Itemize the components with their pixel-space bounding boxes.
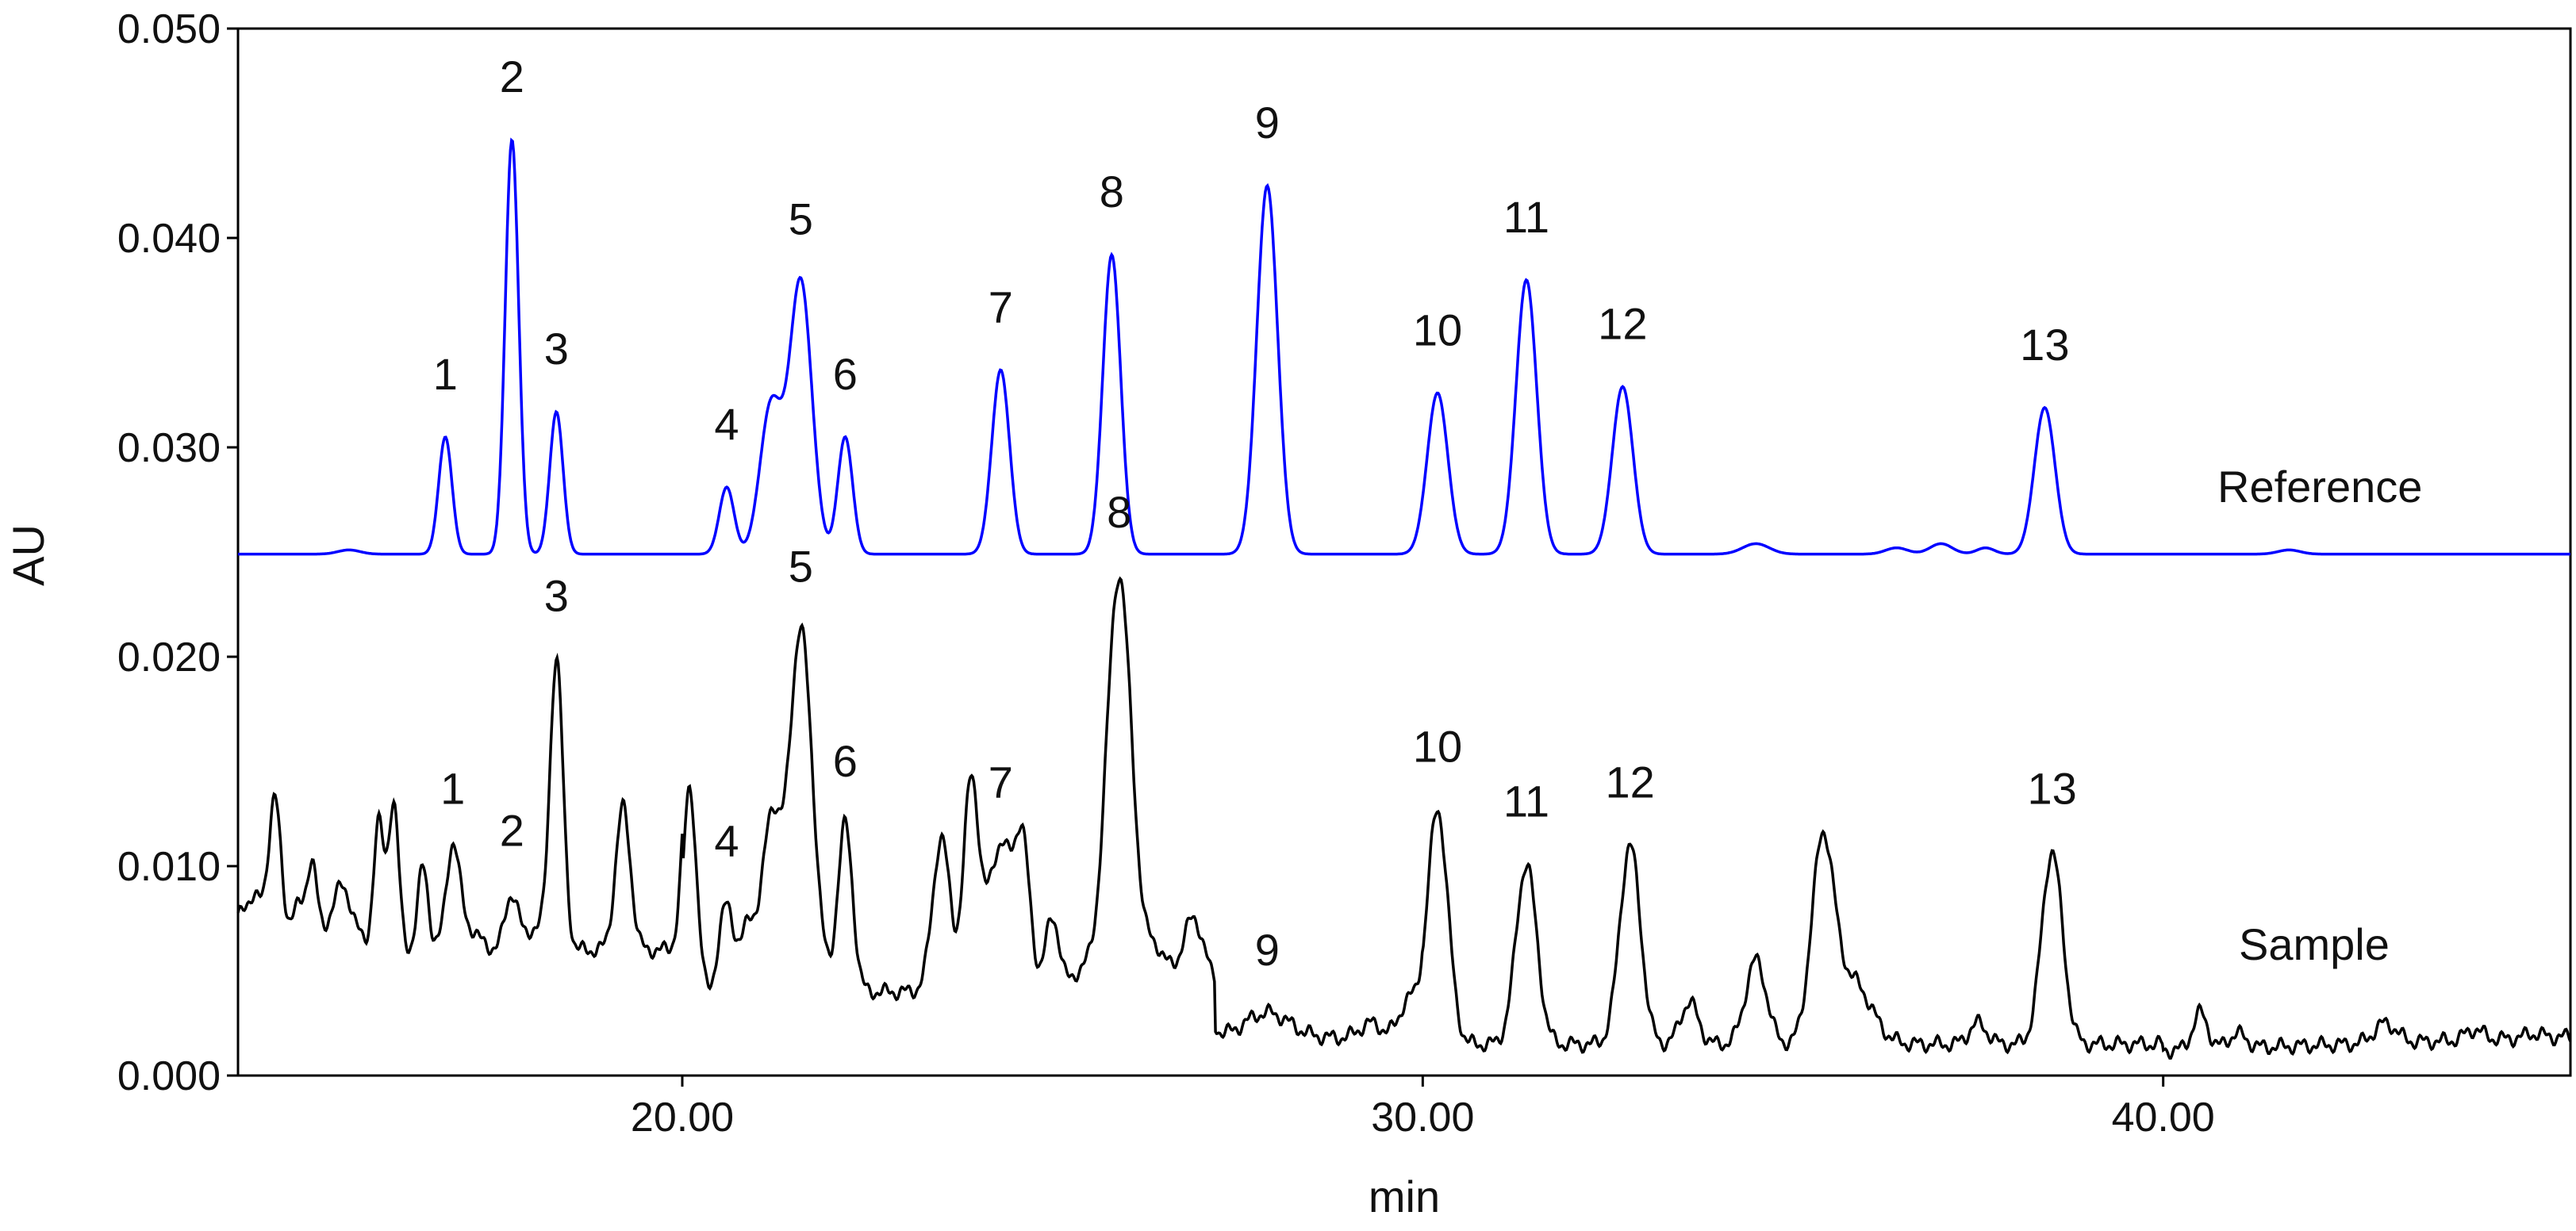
sample-peak-label: 4: [714, 816, 739, 866]
y-axis-label: AU: [3, 524, 53, 586]
reference-peak-label: 5: [789, 194, 813, 244]
x-axis-label: min: [1369, 1172, 1440, 1221]
reference-peak-label: 6: [833, 349, 858, 399]
reference-peak-label: 9: [1255, 98, 1280, 148]
sample-peak-label: 3: [544, 571, 569, 621]
reference-peak-label: 7: [989, 282, 1013, 332]
sample-trace-label: Sample: [2239, 919, 2390, 969]
x-axis: 20.00 30.00 40.00: [631, 1076, 2215, 1141]
x-tick-label: 30.00: [1371, 1095, 1474, 1141]
reference-peak-label: 2: [500, 52, 524, 102]
sample-peak-label: 7: [989, 757, 1013, 807]
reference-peak-label: 3: [544, 324, 569, 374]
y-tick-label: 0.050: [117, 6, 221, 52]
y-tick-label: 0.030: [117, 425, 221, 471]
reference-trace-label: Reference: [2217, 462, 2422, 512]
reference-peak-label: 1: [433, 349, 458, 399]
sample-peak-label: 12: [1606, 757, 1655, 807]
x-tick-label: 20.00: [631, 1095, 734, 1141]
y-tick-label: 0.010: [117, 844, 221, 890]
sample-peak-label: 11: [1503, 776, 1549, 826]
sample-peak-label: 6: [833, 736, 858, 786]
sample-trace: [236, 576, 2572, 1060]
sample-peak-label: 10: [1413, 722, 1462, 772]
reference-peak-label: 4: [714, 399, 739, 449]
reference-peak-label: 8: [1100, 167, 1124, 217]
sample-peak-label: 5: [789, 542, 813, 592]
y-tick-label: 0.020: [117, 635, 221, 681]
x-tick-label: 40.00: [2112, 1095, 2215, 1141]
reference-trace: [238, 137, 2570, 556]
reference-peak-label: 13: [2020, 320, 2069, 370]
y-tick-label: 0.040: [117, 216, 221, 262]
sample-peak-label: 13: [2028, 764, 2077, 814]
sample-peak-label: 1: [440, 764, 465, 814]
sample-peak-label: 9: [1255, 925, 1280, 975]
sample-peak-label: 8: [1107, 487, 1131, 537]
plot-frame: [236, 27, 2572, 1077]
sample-peak-label: 2: [500, 805, 524, 855]
y-tick-label: 0.000: [117, 1053, 221, 1099]
y-axis: 0.000 0.010 0.020 0.030 0.040 0.050: [117, 6, 238, 1099]
reference-peak-label: 12: [1598, 298, 1647, 348]
reference-peak-label: 11: [1503, 192, 1549, 242]
reference-peak-label: 10: [1413, 305, 1462, 355]
